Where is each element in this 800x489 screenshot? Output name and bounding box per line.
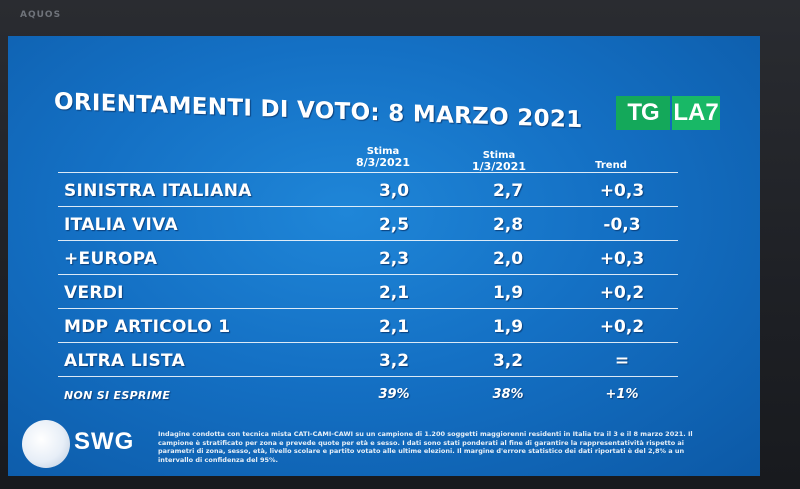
swg-logo: SWG [22, 420, 148, 470]
column-header-line1: Stima [482, 150, 516, 161]
table-row: VERDI 2,1 1,9 +0,2 [58, 274, 678, 309]
trend-value: +0,3 [599, 249, 645, 269]
stima-8-3-value: 2,1 [378, 317, 410, 337]
trend-value: +0,2 [599, 317, 645, 337]
stima-1-3-value: 2,8 [492, 215, 524, 235]
party-name: ITALIA VIVA [64, 215, 178, 235]
stima-8-3-value: 3,2 [378, 351, 410, 371]
column-header-line2: 1/3/2021 [472, 160, 526, 173]
table-row: +EUROPA 2,3 2,0 +0,3 [58, 240, 678, 275]
swg-logo-text: SWG [74, 428, 135, 455]
table-row: MDP ARTICOLO 1 2,1 1,9 +0,2 [58, 308, 678, 343]
column-header-stima-8-3: Stima 8/3/2021 [338, 146, 428, 168]
stima-1-3-value: 1,9 [492, 317, 524, 337]
column-header-trend: Trend [576, 160, 646, 171]
stima-8-3-value: 2,1 [378, 283, 410, 303]
stima-8-3-value: 2,3 [378, 249, 410, 269]
page-title: ORIENTAMENTI DI VOTO: 8 MARZO 2021 [54, 88, 583, 134]
party-name: SINISTRA ITALIANA [64, 181, 252, 201]
trend-value: +0,3 [599, 181, 645, 201]
stima-8-3-value: 39% [378, 387, 410, 402]
party-name: MDP ARTICOLO 1 [64, 317, 231, 337]
stima-8-3-value: 3,0 [378, 181, 410, 201]
column-header-line2: 8/3/2021 [356, 156, 410, 169]
stima-1-3-value: 1,9 [492, 283, 524, 303]
stima-1-3-value: 3,2 [492, 351, 524, 371]
trend-value: -0,3 [603, 215, 641, 235]
la7-logo-mark: LA7 [672, 96, 720, 130]
stima-1-3-value: 38% [492, 387, 524, 402]
party-name: ALTRA LISTA [64, 351, 186, 371]
party-name: NON SI ESPRIME [64, 389, 171, 402]
methodology-note: Indagine condotta con tecnica mista CATI… [158, 430, 693, 464]
tg-logo-mark: TG [616, 96, 670, 130]
tv-screen: ORIENTAMENTI DI VOTO: 8 MARZO 2021 TG LA… [8, 36, 760, 476]
column-header-stima-1-3: Stima 1/3/2021 [454, 150, 544, 172]
stima-1-3-value: 2,7 [492, 181, 524, 201]
trend-value: +0,2 [599, 283, 645, 303]
table-row: SINISTRA ITALIANA 3,0 2,7 +0,3 [58, 172, 678, 207]
column-header-line1: Stima [366, 146, 400, 157]
column-header-line1: Trend [595, 160, 627, 171]
table-row: ITALIA VIVA 2,5 2,8 -0,3 [58, 206, 678, 241]
stima-1-3-value: 2,0 [492, 249, 524, 269]
tg-la7-logo: TG LA7 [616, 96, 720, 130]
table-row: NON SI ESPRIME 39% 38% +1% [58, 376, 678, 411]
table-row: ALTRA LISTA 3,2 3,2 = [58, 342, 678, 377]
trend-value: = [614, 351, 630, 371]
party-name: VERDI [64, 283, 124, 303]
trend-value: +1% [605, 387, 639, 402]
swg-logo-icon [22, 420, 70, 468]
tv-brand-label: AQUOS [20, 10, 62, 20]
party-name: +EUROPA [64, 249, 158, 269]
stima-8-3-value: 2,5 [378, 215, 410, 235]
